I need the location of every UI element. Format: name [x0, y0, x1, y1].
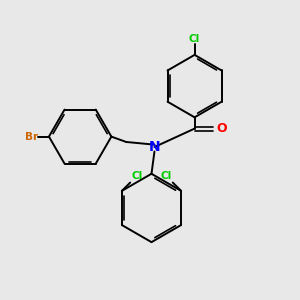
Text: Cl: Cl	[189, 34, 200, 44]
Text: N: N	[148, 140, 160, 154]
Text: O: O	[216, 122, 227, 135]
Text: Cl: Cl	[132, 171, 143, 182]
Text: Br: Br	[25, 132, 38, 142]
Text: Cl: Cl	[160, 171, 171, 182]
